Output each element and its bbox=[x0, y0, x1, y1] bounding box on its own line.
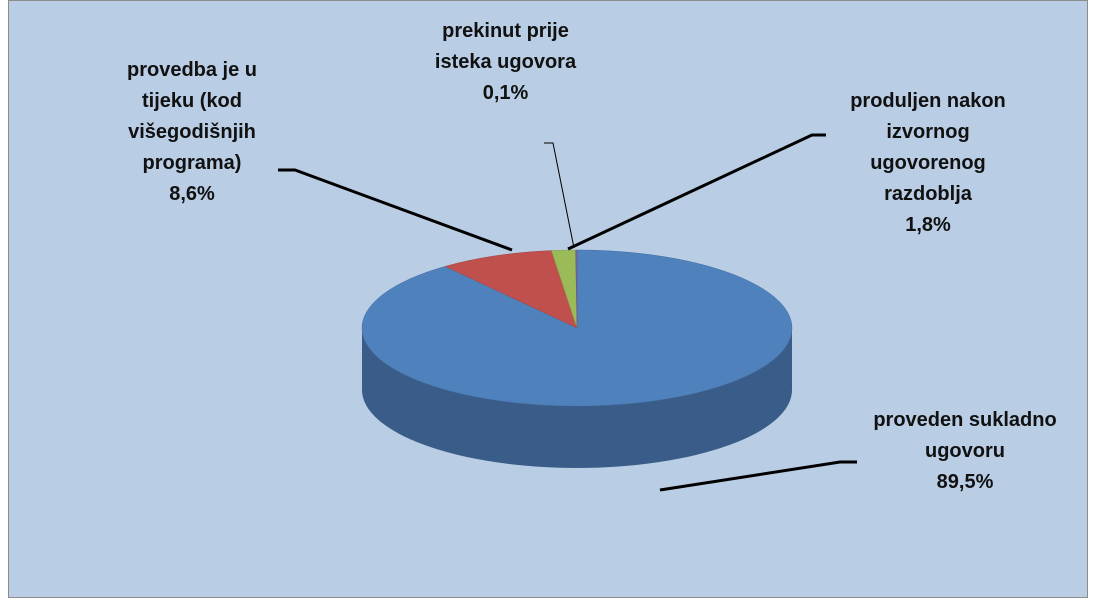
leader-line bbox=[567, 133, 826, 251]
value-label: 1,8% bbox=[905, 214, 951, 236]
leader-line bbox=[659, 460, 857, 492]
pie-slice bbox=[575, 249, 578, 329]
data-label: prekinut prije isteka ugovora 0,1% bbox=[418, 16, 593, 109]
pie-side bbox=[362, 328, 792, 468]
leader-line bbox=[544, 142, 575, 249]
data-label: provedba je u tijeku (kod višegodišnjih … bbox=[112, 55, 272, 210]
value-label: 0,1% bbox=[482, 82, 529, 104]
value-label: 89,5% bbox=[936, 471, 994, 493]
leader-line bbox=[278, 168, 513, 252]
leader-lines bbox=[278, 133, 857, 492]
pie bbox=[361, 249, 793, 468]
value-label: 8,6% bbox=[169, 183, 215, 205]
category-label: provedba je u tijeku (kod višegodišnjih … bbox=[126, 59, 258, 174]
data-label: produljen nakon izvornog ugovorenog razd… bbox=[833, 86, 1023, 241]
category-label: produljen nakon izvornog ugovorenog razd… bbox=[850, 90, 1006, 205]
pie-slice bbox=[444, 250, 578, 329]
category-label: prekinut prije isteka ugovora bbox=[434, 20, 577, 73]
category-label: proveden sukladno ugovoru bbox=[873, 409, 1057, 462]
data-label: proveden sukladno ugovoru 89,5% bbox=[870, 405, 1060, 498]
